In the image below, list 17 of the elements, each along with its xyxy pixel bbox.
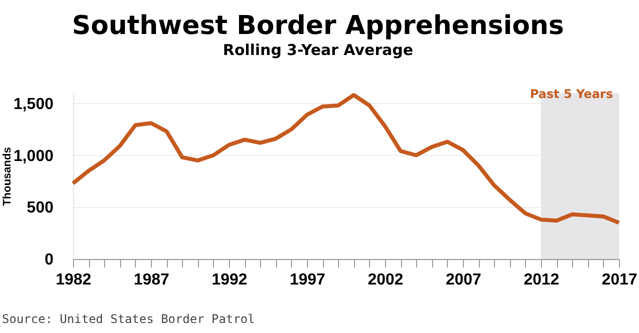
y-tick-label: 1,000 xyxy=(13,148,54,165)
x-tick-label: 1987 xyxy=(134,272,170,288)
band-label: Past 5 Years xyxy=(530,87,613,101)
x-tick-label: 2002 xyxy=(368,272,404,288)
y-tick-label: 1,500 xyxy=(13,96,54,113)
x-tick-label: 2007 xyxy=(446,272,482,288)
chart-subtitle: Rolling 3-Year Average xyxy=(222,41,414,59)
y-tick-label: 500 xyxy=(26,200,54,217)
chart-title: Southwest Border Apprehensions xyxy=(72,11,564,41)
x-tick-label: 1997 xyxy=(290,272,326,288)
x-tick-label: 1992 xyxy=(212,272,248,288)
x-tick-label: 2012 xyxy=(524,272,560,288)
x-tick-label: 1982 xyxy=(56,272,92,288)
x-tick-label: 2017 xyxy=(602,272,638,288)
source-note: Source: United States Border Patrol xyxy=(2,312,255,326)
y-tick-label: 0 xyxy=(44,252,54,268)
y-axis-title: Thousands xyxy=(2,147,14,206)
